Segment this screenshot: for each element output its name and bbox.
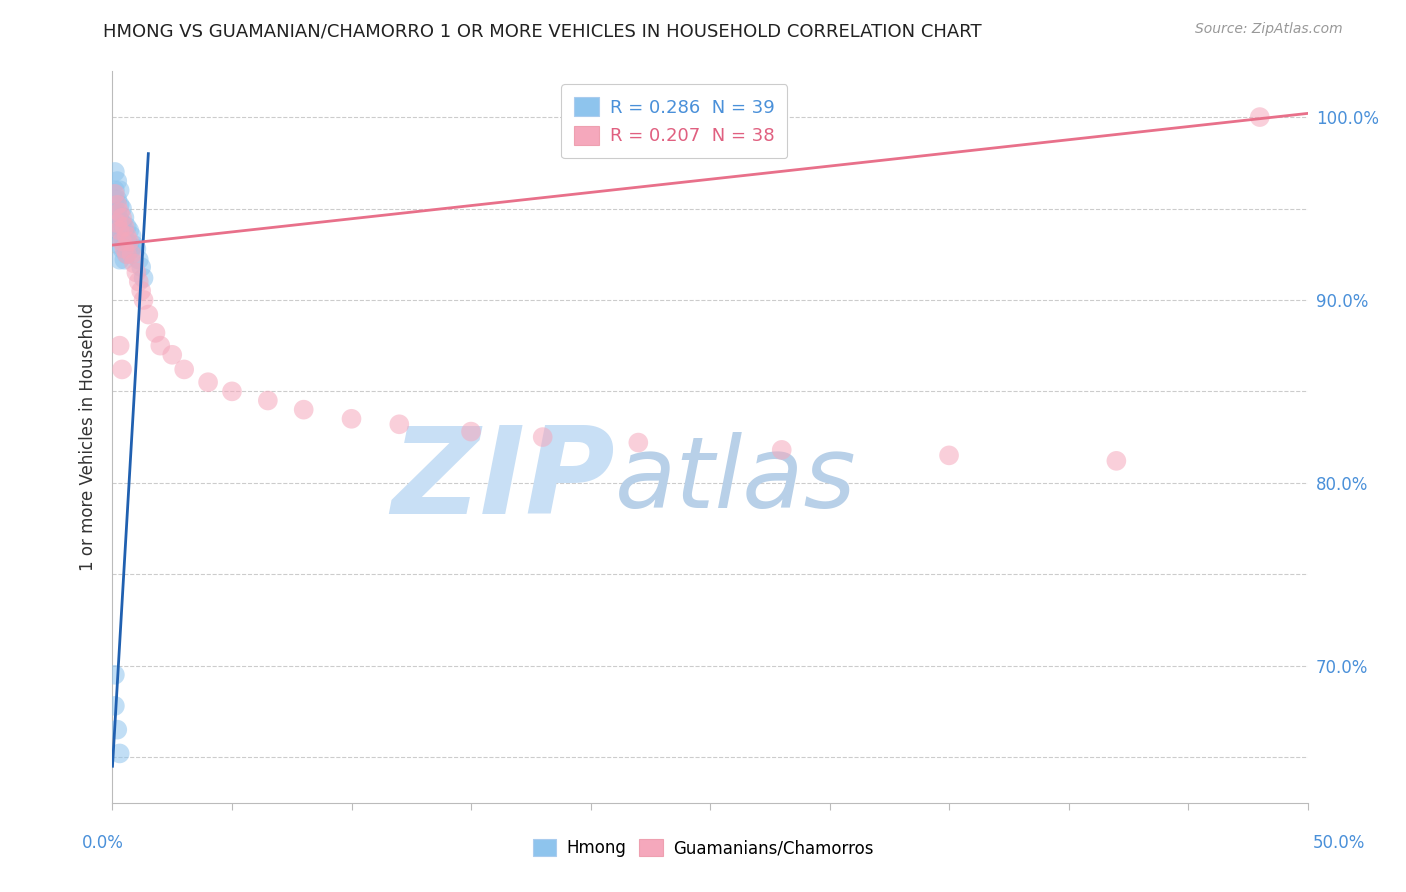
Point [197, 375, 219, 389]
Point [938, 448, 960, 462]
Point [108, 338, 131, 352]
Point [108, 183, 131, 197]
Point [111, 202, 134, 216]
Point [111, 211, 134, 225]
Point [128, 252, 150, 267]
Point [105, 174, 128, 188]
Point [105, 723, 128, 737]
Point [460, 425, 482, 439]
Point [221, 384, 243, 399]
Point [627, 435, 650, 450]
Point [138, 308, 160, 322]
Point [125, 265, 148, 279]
Point [121, 242, 143, 256]
Point [105, 216, 128, 230]
Point [125, 242, 148, 256]
Point [1105, 454, 1128, 468]
Point [132, 293, 155, 307]
Point [145, 326, 167, 340]
Point [1249, 110, 1271, 124]
Point [122, 238, 145, 252]
Legend: Hmong, Guamanians/Chamorros: Hmong, Guamanians/Chamorros [526, 832, 880, 864]
Point [108, 238, 131, 252]
Text: atlas: atlas [614, 433, 856, 530]
Point [108, 205, 131, 219]
Point [104, 183, 127, 197]
Point [105, 198, 128, 212]
Point [770, 442, 793, 457]
Point [105, 205, 128, 219]
Point [114, 223, 135, 237]
Point [162, 348, 183, 362]
Point [173, 362, 195, 376]
Point [118, 238, 141, 252]
Point [149, 338, 172, 352]
Point [108, 198, 131, 212]
Point [105, 219, 128, 234]
Text: 0.0%: 0.0% [82, 834, 124, 852]
Point [104, 667, 127, 681]
Point [121, 228, 143, 243]
Point [340, 411, 363, 425]
Point [128, 275, 150, 289]
Point [388, 417, 411, 432]
Point [531, 430, 554, 444]
Point [108, 252, 131, 267]
Point [257, 393, 280, 408]
Point [108, 223, 131, 237]
Text: HMONG VS GUAMANIAN/CHAMORRO 1 OR MORE VEHICLES IN HOUSEHOLD CORRELATION CHART: HMONG VS GUAMANIAN/CHAMORRO 1 OR MORE VE… [103, 22, 981, 40]
Point [114, 252, 135, 267]
Point [111, 242, 134, 256]
Point [115, 219, 138, 234]
Point [111, 228, 134, 243]
Point [122, 256, 145, 270]
Point [111, 216, 134, 230]
Point [118, 235, 141, 249]
Point [115, 247, 138, 261]
Point [129, 284, 152, 298]
Point [105, 192, 128, 206]
Y-axis label: 1 or more Vehicles in Household: 1 or more Vehicles in Household [79, 303, 97, 571]
Point [104, 186, 127, 201]
Point [292, 402, 315, 417]
Point [115, 247, 138, 261]
Point [111, 362, 134, 376]
Point [121, 247, 143, 261]
Point [114, 242, 135, 256]
Text: ZIP: ZIP [391, 423, 614, 540]
Point [104, 192, 127, 206]
Point [115, 228, 138, 243]
Point [115, 235, 138, 249]
Point [132, 271, 155, 285]
Point [104, 205, 127, 219]
Point [108, 223, 131, 237]
Point [108, 212, 131, 227]
Text: 50.0%: 50.0% [1312, 834, 1365, 852]
Point [129, 260, 152, 274]
Point [114, 211, 135, 225]
Point [104, 165, 127, 179]
Point [105, 228, 128, 243]
Point [114, 238, 135, 252]
Point [118, 223, 141, 237]
Point [111, 235, 134, 249]
Point [114, 219, 135, 234]
Text: Source: ZipAtlas.com: Source: ZipAtlas.com [1195, 22, 1343, 37]
Point [104, 698, 127, 713]
Point [108, 747, 131, 761]
Legend: R = 0.286  N = 39, R = 0.207  N = 38: R = 0.286 N = 39, R = 0.207 N = 38 [561, 84, 787, 158]
